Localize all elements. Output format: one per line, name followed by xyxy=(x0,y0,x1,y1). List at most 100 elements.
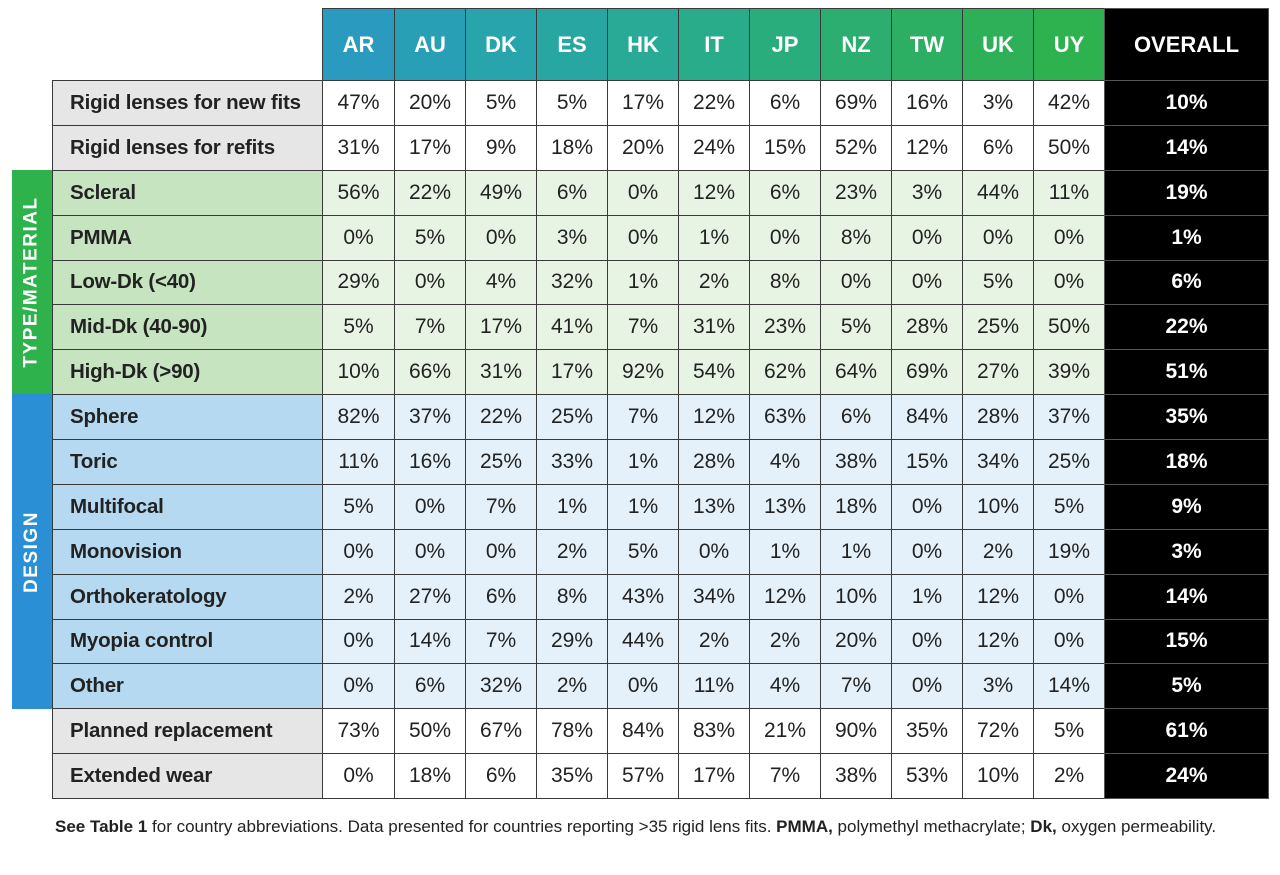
data-cell: 12% xyxy=(891,124,963,171)
data-cell: 13% xyxy=(678,483,750,530)
data-cell: 0% xyxy=(394,528,466,575)
data-cell: 34% xyxy=(678,573,750,620)
data-cell: 17% xyxy=(607,80,679,126)
column-header: TW xyxy=(891,8,963,81)
data-cell: 57% xyxy=(607,753,679,799)
column-header: HK xyxy=(607,8,679,81)
data-cell: 38% xyxy=(820,439,892,485)
data-cell: 0% xyxy=(749,214,821,261)
data-cell: 33% xyxy=(536,439,608,485)
data-cell: 3% xyxy=(536,214,608,261)
data-cell: 5% xyxy=(322,483,395,530)
data-cell: 32% xyxy=(536,259,608,306)
data-cell: 31% xyxy=(322,124,395,171)
row-label: Extended wear xyxy=(52,753,323,799)
data-cell: 0% xyxy=(1033,618,1105,665)
data-cell: 0% xyxy=(465,214,537,261)
column-header: AR xyxy=(322,8,395,81)
data-cell: 17% xyxy=(678,753,750,799)
column-header: JP xyxy=(749,8,821,81)
overall-cell: 51% xyxy=(1104,349,1269,396)
data-cell: 27% xyxy=(962,349,1034,396)
data-cell: 14% xyxy=(394,618,466,665)
data-cell: 0% xyxy=(322,753,395,799)
column-header: NZ xyxy=(820,8,892,81)
data-cell: 23% xyxy=(820,169,892,216)
data-cell: 0% xyxy=(394,483,466,530)
data-cell: 25% xyxy=(962,304,1034,351)
data-cell: 37% xyxy=(394,394,466,440)
overall-cell: 5% xyxy=(1104,663,1269,710)
data-cell: 13% xyxy=(749,483,821,530)
footnote-text: for country abbreviations. Data presente… xyxy=(147,817,777,836)
data-cell: 0% xyxy=(465,528,537,575)
data-cell: 5% xyxy=(820,304,892,351)
data-cell: 52% xyxy=(820,124,892,171)
overall-cell: 22% xyxy=(1104,304,1269,351)
data-cell: 0% xyxy=(891,663,963,710)
overall-cell: 15% xyxy=(1104,618,1269,665)
overall-cell: 14% xyxy=(1104,573,1269,620)
row-label: Planned replacement xyxy=(52,708,323,755)
data-cell: 2% xyxy=(536,528,608,575)
data-cell: 2% xyxy=(536,663,608,710)
data-cell: 10% xyxy=(962,483,1034,530)
data-cell: 15% xyxy=(749,124,821,171)
data-cell: 0% xyxy=(891,214,963,261)
overall-cell: 18% xyxy=(1104,439,1269,485)
data-cell: 5% xyxy=(1033,708,1105,755)
data-cell: 25% xyxy=(1033,439,1105,485)
data-cell: 7% xyxy=(749,753,821,799)
data-cell: 2% xyxy=(1033,753,1105,799)
overall-cell: 3% xyxy=(1104,528,1269,575)
data-cell: 0% xyxy=(891,528,963,575)
data-cell: 44% xyxy=(962,169,1034,216)
data-cell: 69% xyxy=(820,80,892,126)
row-label: Other xyxy=(52,663,323,710)
data-cell: 10% xyxy=(322,349,395,396)
data-cell: 0% xyxy=(1033,259,1105,306)
data-cell: 22% xyxy=(465,394,537,440)
data-cell: 0% xyxy=(322,214,395,261)
data-cell: 22% xyxy=(394,169,466,216)
overall-cell: 1% xyxy=(1104,214,1269,261)
data-cell: 31% xyxy=(678,304,750,351)
data-cell: 0% xyxy=(1033,214,1105,261)
data-cell: 17% xyxy=(394,124,466,171)
row-label: Rigid lenses for refits xyxy=(52,124,323,171)
overall-cell: 6% xyxy=(1104,259,1269,306)
data-cell: 42% xyxy=(1033,80,1105,126)
data-cell: 9% xyxy=(465,124,537,171)
column-header: IT xyxy=(678,8,750,81)
data-cell: 0% xyxy=(678,528,750,575)
row-label: Low-Dk (<40) xyxy=(52,259,323,306)
data-cell: 7% xyxy=(465,618,537,665)
data-cell: 43% xyxy=(607,573,679,620)
data-cell: 50% xyxy=(394,708,466,755)
data-cell: 12% xyxy=(962,618,1034,665)
data-cell: 0% xyxy=(322,663,395,710)
data-cell: 8% xyxy=(820,214,892,261)
data-cell: 64% xyxy=(820,349,892,396)
data-cell: 49% xyxy=(465,169,537,216)
data-cell: 0% xyxy=(1033,573,1105,620)
data-cell: 56% xyxy=(322,169,395,216)
row-label: Sphere xyxy=(52,394,323,440)
overall-cell: 24% xyxy=(1104,753,1269,799)
footnote-text: oxygen permeability. xyxy=(1056,817,1217,836)
data-cell: 0% xyxy=(322,618,395,665)
data-cell: 5% xyxy=(322,304,395,351)
footnote-text: See Table 1 xyxy=(55,817,148,836)
data-cell: 62% xyxy=(749,349,821,396)
data-cell: 28% xyxy=(962,394,1034,440)
data-cell: 6% xyxy=(465,573,537,620)
data-cell: 17% xyxy=(465,304,537,351)
data-cell: 22% xyxy=(678,80,750,126)
column-header: UY xyxy=(1033,8,1105,81)
data-cell: 12% xyxy=(678,169,750,216)
data-cell: 69% xyxy=(891,349,963,396)
data-cell: 29% xyxy=(536,618,608,665)
data-cell: 5% xyxy=(1033,483,1105,530)
data-cell: 6% xyxy=(394,663,466,710)
data-cell: 44% xyxy=(607,618,679,665)
